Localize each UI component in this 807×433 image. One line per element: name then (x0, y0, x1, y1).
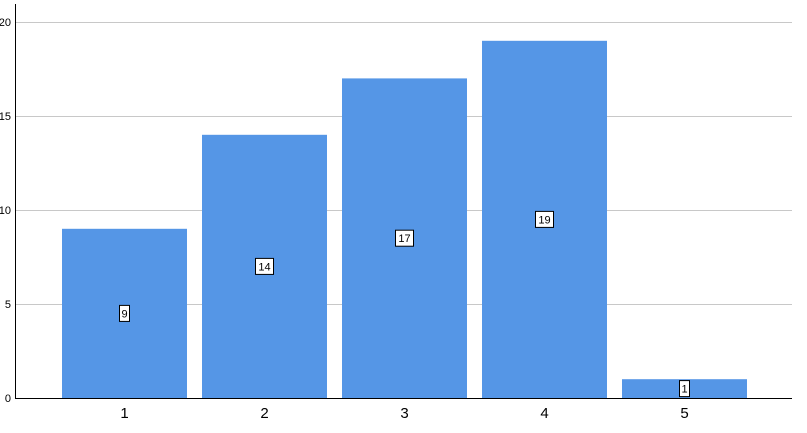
x-tick-labels: 1 2 3 4 5 (120, 405, 688, 422)
y-tick-label: 10 (0, 205, 11, 217)
data-labels: 9 14 17 19 1 (119, 210, 690, 398)
axes (15, 4, 792, 399)
x-tick-label: 2 (260, 405, 268, 422)
y-tick-label: 5 (5, 299, 11, 311)
data-label-text: 17 (398, 233, 410, 245)
bars (62, 40, 747, 399)
data-label-5: 1 (679, 380, 690, 398)
y-tick-label: 20 (0, 17, 11, 29)
y-tick-labels: 0 5 10 15 20 (0, 17, 11, 405)
x-tick-label: 1 (120, 405, 128, 422)
data-label-text: 14 (258, 261, 270, 273)
y-tick-label: 15 (0, 111, 11, 123)
data-label-text: 19 (538, 214, 550, 226)
data-label-box (255, 257, 274, 275)
data-label-box (679, 380, 690, 398)
data-label-box (535, 210, 554, 228)
data-label-box (395, 229, 414, 247)
data-label-text: 1 (681, 384, 687, 396)
data-label-3: 17 (395, 229, 414, 247)
x-tick-label: 3 (400, 405, 408, 422)
data-label-4: 19 (535, 210, 554, 228)
x-tick-label: 5 (680, 405, 688, 422)
data-label-1: 9 (119, 304, 130, 322)
data-label-2: 14 (255, 257, 274, 275)
data-label-text: 9 (121, 308, 127, 320)
data-label-box (119, 304, 130, 322)
y-tick-label: 0 (5, 393, 11, 405)
x-tick-label: 4 (540, 405, 548, 422)
